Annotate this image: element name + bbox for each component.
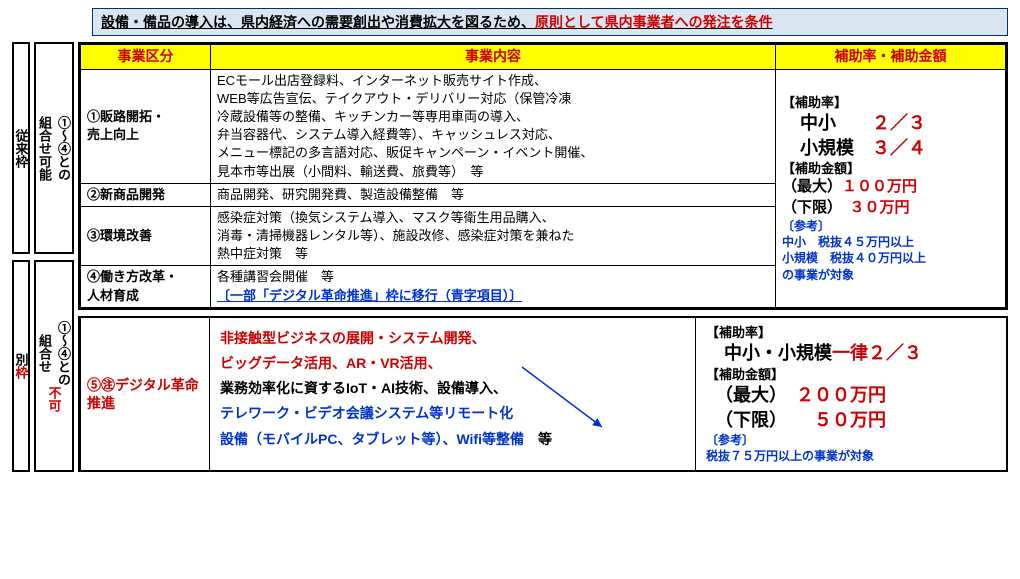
header-detail: 事業内容: [211, 45, 776, 70]
table-row: ①販路開拓・売上向上 ECモール出店登録料、インターネット販売サイト作成、WEB…: [81, 69, 1006, 183]
subsidy-table: 事業区分 事業内容 補助率・補助金額 ①販路開拓・売上向上 ECモール出店登録料…: [80, 44, 1006, 308]
row3-detail: 感染症対策（換気システム導入、マスク等衛生用品購入、消毒・清掃機器レンタル等）、…: [211, 206, 776, 266]
rate1-amt-title: 【補助金額】: [782, 160, 999, 178]
header-amount: 補助率・補助金額: [776, 45, 1006, 70]
row3-cat: ③環境改善: [81, 206, 211, 266]
sidebar-combinable: ①〜④との組合せ可能: [34, 42, 74, 254]
top-banner: 設備・備品の導入は、県内経済への需要創出や消費拡大を図るため、原則として県内事業…: [92, 8, 1008, 36]
row4-detail: 各種講習会開催 等 〔一部「デジタル革命推進」枠に移行（青字項目）〕: [211, 266, 776, 307]
row4-cat: ④働き方改革・人材育成: [81, 266, 211, 307]
row2-detail: 商品開発、研究開発費、製造設備整備 等: [211, 183, 776, 206]
rate1-title: 【補助率】: [782, 94, 999, 112]
digital-block: ⑤㊟デジタル革命推進 非接触型ビジネスの展開・システム開発、 ビッグデータ活用、…: [78, 316, 1008, 472]
sidebar-noncombinable: ①〜④との組合せ不可: [34, 260, 74, 472]
rate-cell-2: 【補助率】 中小・小規模一律２／３ 【補助金額】 （最大） ２００万円 （下限）…: [696, 318, 1006, 470]
row5-detail: 非接触型ビジネスの展開・システム開発、 ビッグデータ活用、AR・VR活用、 業務…: [210, 318, 696, 470]
table-header-row: 事業区分 事業内容 補助率・補助金額: [81, 45, 1006, 70]
row1-detail: ECモール出店登録料、インターネット販売サイト作成、WEB等広告宣伝、テイクアウ…: [211, 69, 776, 183]
banner-prefix: 設備・備品の導入は、県内経済への需要創出や消費拡大を図るため、: [101, 14, 535, 30]
banner-red: 原則として県内事業者への発注を条件: [535, 14, 773, 30]
row1-cat: ①販路開拓・売上向上: [81, 69, 211, 183]
sidebar-separate: 別枠: [12, 260, 30, 472]
row2-cat: ②新商品開発: [81, 183, 211, 206]
sidebar-conventional: 従来枠: [12, 42, 30, 254]
header-category: 事業区分: [81, 45, 211, 70]
conventional-block: 事業区分 事業内容 補助率・補助金額 ①販路開拓・売上向上 ECモール出店登録料…: [78, 42, 1008, 310]
rate-cell-1: 【補助率】 中小 ２／３ 小規模 ３／４ 【補助金額】 （最大）１００万円 （下…: [776, 69, 1006, 307]
row5-cat: ⑤㊟デジタル革命推進: [80, 318, 210, 470]
